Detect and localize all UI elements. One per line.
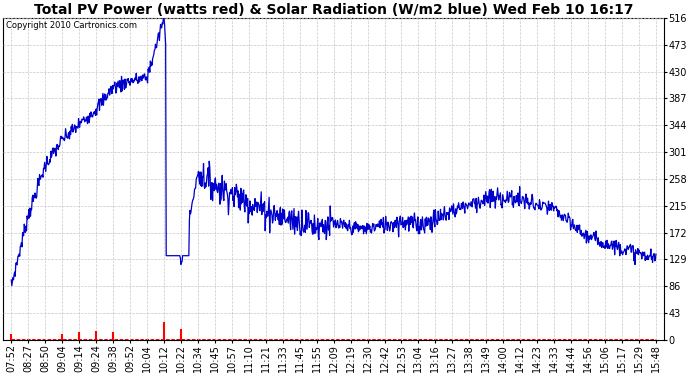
- Title: Total PV Power (watts red) & Solar Radiation (W/m2 blue) Wed Feb 10 16:17: Total PV Power (watts red) & Solar Radia…: [34, 3, 633, 17]
- Text: Copyright 2010 Cartronics.com: Copyright 2010 Cartronics.com: [6, 21, 137, 30]
